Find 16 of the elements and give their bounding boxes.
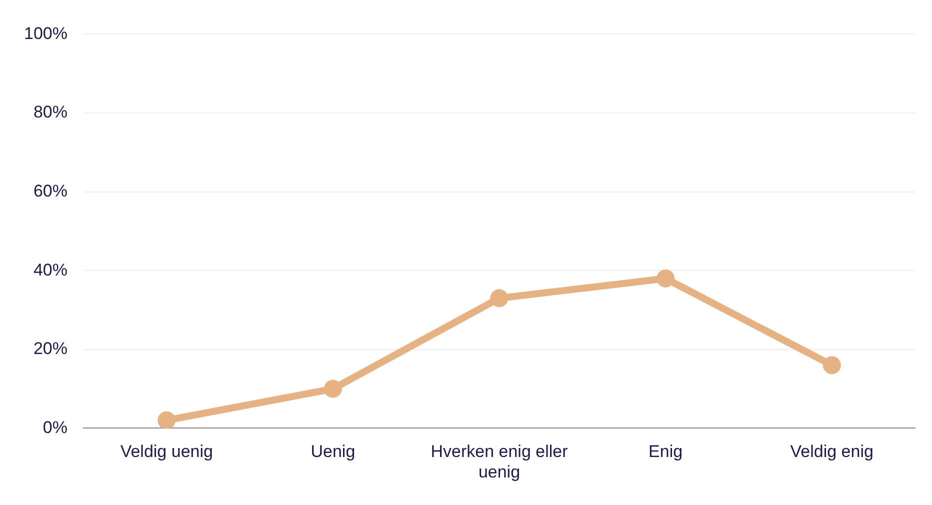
point	[324, 380, 342, 398]
y-tick-label: 60%	[33, 181, 68, 200]
x-tick-label: Veldig uenig	[120, 442, 213, 462]
point	[822, 356, 841, 374]
x-tick-label: Hverken enig eller uenig	[430, 442, 568, 482]
x-tick-label: Uenig	[310, 442, 356, 462]
y-tick-label: 40%	[33, 260, 68, 280]
x-tick-label: Veldig enig	[790, 442, 874, 462]
y-tick-label: 20%	[33, 339, 68, 358]
y-tick-label: 0%	[42, 418, 68, 437]
y-tick-label: 100%	[24, 24, 68, 43]
y-tick-label: 80%	[33, 102, 68, 122]
point	[490, 289, 508, 308]
point	[158, 411, 176, 428]
point	[656, 269, 675, 288]
x-tick-label: Enig	[648, 442, 683, 462]
